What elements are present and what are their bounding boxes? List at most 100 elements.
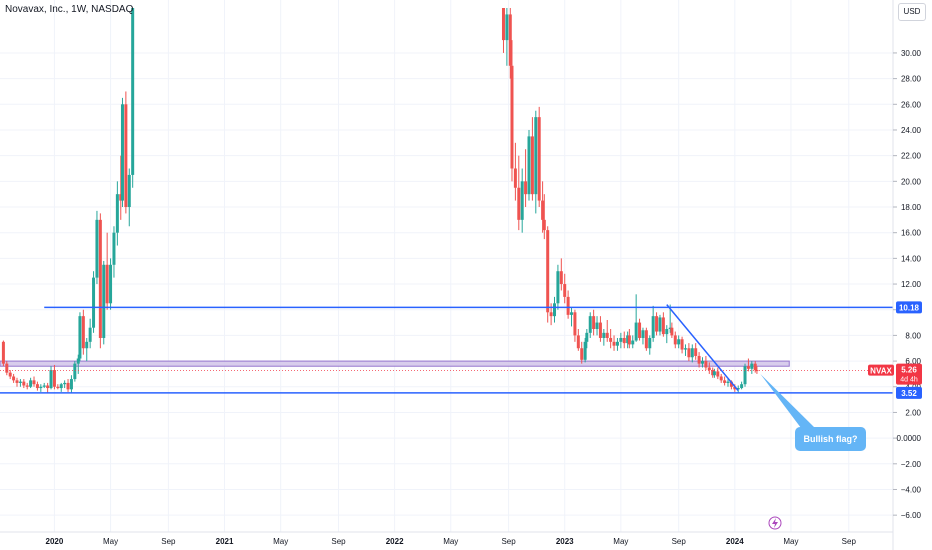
candle — [52, 364, 56, 390]
candle — [716, 367, 720, 380]
candle-body — [563, 284, 567, 297]
x-tick-label: Sep — [331, 537, 346, 546]
candle-body — [665, 328, 669, 335]
candle — [700, 357, 704, 368]
candle-body — [553, 303, 557, 317]
y-tick-label: 30.00 — [901, 49, 922, 58]
candle — [49, 366, 53, 390]
candle — [687, 343, 691, 362]
currency-button[interactable]: USD — [898, 3, 926, 21]
candle-body — [520, 181, 524, 220]
candle-body — [712, 371, 716, 376]
x-tick-label: May — [783, 537, 798, 546]
x-tick-label: Sep — [161, 537, 176, 546]
candle-body — [102, 264, 106, 338]
candle — [98, 213, 102, 349]
candle-body — [76, 358, 80, 364]
candle-body — [700, 361, 704, 364]
candle-body — [12, 376, 16, 381]
candle-body — [658, 317, 662, 332]
candle — [102, 260, 106, 345]
candle — [501, 8, 505, 53]
candle-body — [595, 322, 599, 329]
candle — [665, 325, 669, 344]
candle-body — [542, 219, 546, 231]
candle-body — [510, 65, 514, 169]
candle-body — [580, 348, 584, 360]
candle — [736, 385, 740, 394]
candle-body — [59, 384, 63, 389]
candle — [566, 290, 570, 319]
drawing-overlays — [0, 304, 893, 394]
candle — [740, 381, 744, 390]
candle — [704, 355, 708, 371]
x-tick-label: Sep — [842, 537, 857, 546]
candle — [627, 328, 631, 349]
candle-body — [66, 382, 70, 390]
level-tag-label: 10.18 — [899, 303, 920, 312]
level-tag — [896, 386, 922, 399]
lightning-icon[interactable] — [768, 516, 782, 530]
candle-body — [673, 335, 677, 345]
candle-body — [120, 104, 124, 201]
candle — [707, 362, 711, 374]
candle-body — [638, 322, 642, 338]
candle — [743, 363, 747, 387]
y-tick-label: 28.00 — [901, 75, 922, 84]
candle-body — [733, 386, 737, 390]
candle-body — [619, 337, 623, 342]
candle — [753, 361, 757, 373]
candle — [719, 373, 723, 383]
x-tick-label: Sep — [672, 537, 687, 546]
x-tick-label: 2020 — [46, 537, 64, 546]
candle — [508, 8, 512, 79]
candle-body — [740, 384, 744, 389]
candle — [615, 337, 619, 351]
candle-body — [124, 104, 128, 208]
candle-body — [81, 316, 85, 349]
candle-body — [22, 381, 26, 386]
candle-body — [52, 370, 56, 387]
callout-box — [795, 427, 866, 451]
candlestick-series — [1, 8, 759, 394]
candle — [42, 382, 46, 389]
y-tick-label: −4.00 — [901, 485, 922, 494]
candle — [120, 97, 124, 208]
candle-body — [559, 271, 563, 285]
candle-body — [32, 380, 36, 385]
candle — [131, 8, 135, 188]
candle-body — [719, 376, 723, 381]
y-tick-label: 22.00 — [901, 152, 922, 161]
candle-body — [716, 371, 720, 377]
y-tick-label: 2.00 — [905, 408, 921, 417]
candle-body — [546, 230, 550, 313]
candle — [697, 352, 701, 368]
candle — [510, 40, 514, 182]
y-tick-label: 26.00 — [901, 100, 922, 109]
candle-body — [119, 194, 123, 201]
candle-body — [707, 367, 711, 371]
support-zone-layer — [0, 360, 790, 367]
y-tick-label: 8.00 — [905, 331, 921, 340]
candle-body — [634, 322, 638, 341]
candle-body — [517, 187, 521, 220]
candle-body — [588, 316, 592, 333]
candle-body — [508, 14, 512, 66]
y-tick-label: 18.00 — [901, 203, 922, 212]
candle-body — [63, 382, 67, 385]
candle — [119, 155, 123, 220]
candle — [505, 8, 509, 66]
candle-body — [723, 380, 727, 383]
candle-body — [98, 219, 102, 338]
callout-pointer — [760, 373, 815, 428]
candle — [609, 328, 613, 349]
candle — [622, 331, 626, 349]
candle — [537, 106, 541, 208]
candle — [573, 309, 577, 342]
candle-body — [46, 385, 50, 389]
candle-body — [527, 136, 531, 195]
y-tick-label: −6.00 — [901, 511, 922, 520]
candle — [750, 361, 754, 374]
candle-body — [736, 388, 740, 390]
